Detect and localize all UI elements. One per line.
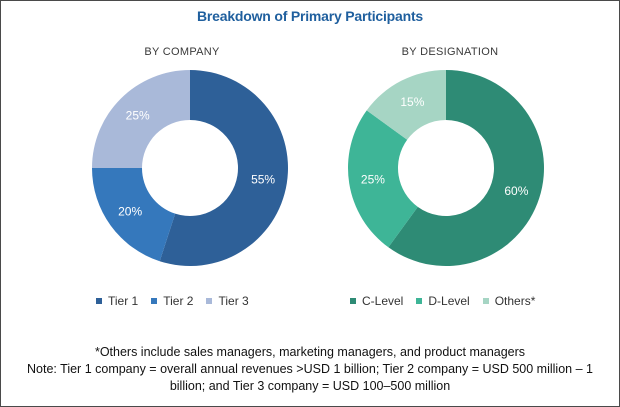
slice-c-level [388, 70, 544, 266]
legend-label: D-Level [428, 294, 470, 308]
slice-tier-1 [159, 70, 289, 266]
legend-swatch [206, 298, 213, 304]
chart-title: Breakdown of Primary Participants [196, 8, 424, 24]
slice-d-level [348, 110, 418, 248]
legend-item-tier-1: Tier 1 [96, 294, 138, 308]
data-label-d-level: 25% [361, 173, 385, 187]
by-designation-subtitle: BY DESIGNATION [401, 46, 499, 58]
legend-label: Tier 1 [108, 294, 139, 308]
legend-item-d-level: D-Level [416, 294, 470, 308]
slice-others [366, 70, 446, 140]
legend-label: C-Level [362, 294, 404, 308]
legend-swatch [151, 298, 158, 304]
by-company-subtitle: BY COMPANY [144, 46, 220, 58]
data-label-c-level: 60% [504, 184, 528, 198]
data-label-tier-2: 20% [118, 204, 142, 218]
legend-item-tier-2: Tier 2 [151, 294, 193, 308]
footnotes: *Others include sales managers, marketin… [0, 344, 620, 395]
footnote-tier-note-continued: billion; and Tier 3 company = USD 100–50… [169, 379, 451, 393]
legend-label: Tier 2 [163, 294, 194, 308]
legend-item-tier-3: Tier 3 [206, 294, 249, 308]
legend-item-others: Others* [482, 294, 536, 308]
legend-label: Others* [494, 294, 536, 308]
slice-tier-3 [92, 70, 190, 168]
legend-item-c-level: C-Level [350, 294, 403, 308]
footnote-tier-note: Note: Tier 1 company = overall annual re… [27, 362, 593, 376]
data-label-others: 15% [400, 95, 424, 109]
by-designation-legend: C-Level D-Level Others* [350, 293, 548, 309]
legend-swatch [482, 298, 489, 304]
by-designation-donut-chart: 60% 25% 15% [348, 70, 544, 266]
legend-label: Tier 3 [218, 294, 249, 308]
footnote-others: *Others include sales managers, marketin… [94, 345, 526, 359]
slice-tier-2 [92, 168, 176, 262]
legend-swatch [350, 298, 356, 304]
data-label-tier-3: 25% [126, 109, 150, 123]
data-label-tier-1: 55% [251, 173, 275, 187]
legend-swatch [416, 298, 423, 304]
by-company-legend: Tier 1 Tier 2 Tier 3 [96, 293, 262, 309]
legend-swatch [96, 298, 102, 304]
by-company-donut-chart: 55% 20% 25% [92, 70, 289, 266]
